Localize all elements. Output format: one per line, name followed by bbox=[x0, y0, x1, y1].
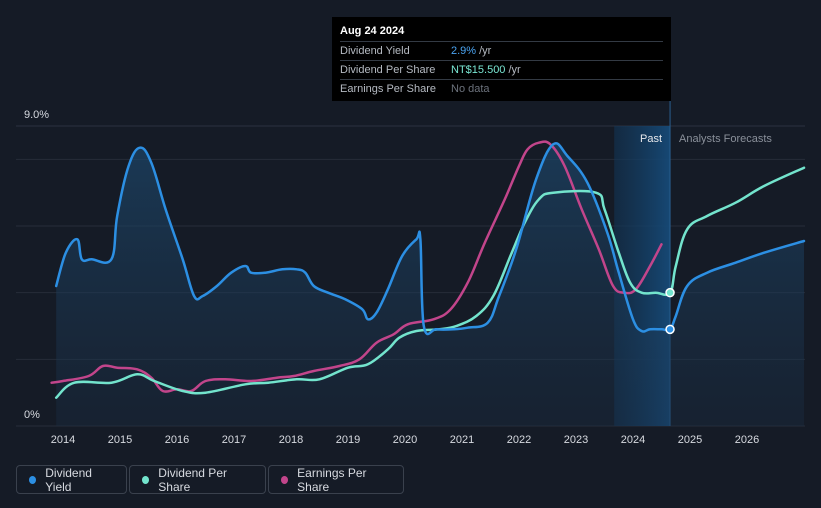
legend-dividend-yield[interactable]: Dividend Yield bbox=[16, 465, 127, 494]
dividend-per-share-marker bbox=[665, 287, 675, 298]
tooltip-label: Dividend Per Share bbox=[340, 64, 436, 76]
legend-label: Dividend Per Share bbox=[158, 465, 227, 494]
legend-dot-icon bbox=[142, 475, 150, 484]
legend-dot-icon bbox=[29, 475, 37, 484]
x-tick-label: 2017 bbox=[222, 434, 246, 446]
earnings-per-share-line bbox=[50, 140, 663, 393]
y-axis-bottom-label: 0% bbox=[24, 409, 40, 421]
x-tick-label: 2020 bbox=[393, 434, 417, 446]
dividend-yield-area bbox=[56, 143, 804, 426]
series-markers bbox=[665, 287, 675, 335]
tooltip-label: Earnings Per Share bbox=[340, 83, 436, 95]
past-label: Past bbox=[640, 133, 662, 145]
tooltip-row-dividend-per-share: Dividend Per Share NT$15.500 /yr bbox=[340, 60, 663, 79]
x-tick-label: 2015 bbox=[108, 434, 132, 446]
tooltip-unit: /yr bbox=[479, 45, 492, 57]
x-tick-label: 2021 bbox=[450, 434, 474, 446]
x-tick-label: 2024 bbox=[621, 434, 645, 446]
tooltip-date: Aug 24 2024 bbox=[340, 25, 405, 37]
tooltip-value: No data bbox=[451, 83, 490, 95]
legend-label: Earnings Per Share bbox=[297, 465, 367, 494]
dividend-yield-line bbox=[54, 142, 806, 336]
dividend-yield-marker bbox=[665, 324, 675, 335]
x-tick-label: 2019 bbox=[336, 434, 360, 446]
tooltip: Aug 24 2024 Dividend Yield 2.9% /yr Divi… bbox=[332, 17, 671, 101]
tooltip-row-earnings-per-share: Earnings Per Share No data bbox=[340, 79, 663, 98]
legend-earnings-per-share[interactable]: Earnings Per Share bbox=[268, 465, 404, 494]
x-tick-label: 2026 bbox=[735, 434, 759, 446]
forecast-label: Analysts Forecasts bbox=[679, 133, 772, 145]
x-tick-label: 2025 bbox=[678, 434, 702, 446]
x-tick-label: 2023 bbox=[564, 434, 588, 446]
tooltip-label: Dividend Yield bbox=[340, 45, 410, 57]
x-axis: 2014 2015 2016 2017 2018 2019 2020 2021 2022 2023… bbox=[51, 434, 759, 446]
x-tick-label: 2022 bbox=[507, 434, 531, 446]
legend-dot-icon bbox=[281, 475, 289, 484]
legend-label: Dividend Yield bbox=[45, 465, 92, 494]
y-axis-top-label: 9.0% bbox=[24, 109, 49, 121]
legend-dividend-per-share[interactable]: Dividend Per Share bbox=[129, 465, 266, 494]
x-tick-label: 2014 bbox=[51, 434, 75, 446]
tooltip-unit: /yr bbox=[508, 64, 521, 76]
x-tick-label: 2018 bbox=[279, 434, 303, 446]
dividend-yield-area-fill bbox=[56, 143, 804, 426]
tooltip-value: 2.9% bbox=[451, 45, 477, 57]
tooltip-row-dividend-yield: Dividend Yield 2.9% /yr bbox=[340, 41, 663, 60]
x-tick-label: 2016 bbox=[165, 434, 189, 446]
tooltip-value: NT$15.500 bbox=[451, 64, 506, 76]
